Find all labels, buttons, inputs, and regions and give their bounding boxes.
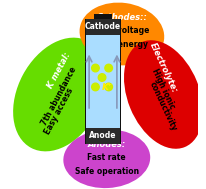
- Text: High energy: High energy: [95, 40, 148, 49]
- Bar: [86, 128, 120, 144]
- Text: Easy access: Easy access: [43, 87, 76, 136]
- Ellipse shape: [63, 129, 150, 188]
- Text: Electrolyte:: Electrolyte:: [148, 41, 179, 95]
- Ellipse shape: [124, 40, 203, 149]
- Text: K metal:: K metal:: [46, 50, 73, 90]
- Text: High ionic: High ionic: [150, 67, 177, 110]
- Text: +: +: [107, 82, 112, 87]
- Text: K: K: [102, 83, 109, 92]
- Circle shape: [105, 64, 112, 72]
- Text: High voltage: High voltage: [94, 26, 150, 35]
- Circle shape: [92, 83, 99, 91]
- Text: Cathodes::: Cathodes::: [96, 13, 147, 22]
- Bar: [85, 19, 121, 144]
- Circle shape: [92, 64, 99, 72]
- Bar: [94, 14, 112, 19]
- Bar: [86, 35, 120, 128]
- Ellipse shape: [80, 3, 164, 65]
- Text: Anode: Anode: [89, 131, 117, 140]
- Circle shape: [98, 74, 106, 81]
- Text: conductivity: conductivity: [148, 81, 179, 133]
- Text: Cathode: Cathode: [85, 22, 121, 31]
- Circle shape: [105, 83, 112, 91]
- Text: 7th abundance: 7th abundance: [40, 66, 79, 127]
- Text: Fast rate: Fast rate: [88, 153, 126, 162]
- Bar: [86, 19, 120, 35]
- Text: Safe operation: Safe operation: [75, 167, 139, 176]
- Text: Anodes:: Anodes:: [88, 140, 126, 149]
- Ellipse shape: [13, 38, 106, 151]
